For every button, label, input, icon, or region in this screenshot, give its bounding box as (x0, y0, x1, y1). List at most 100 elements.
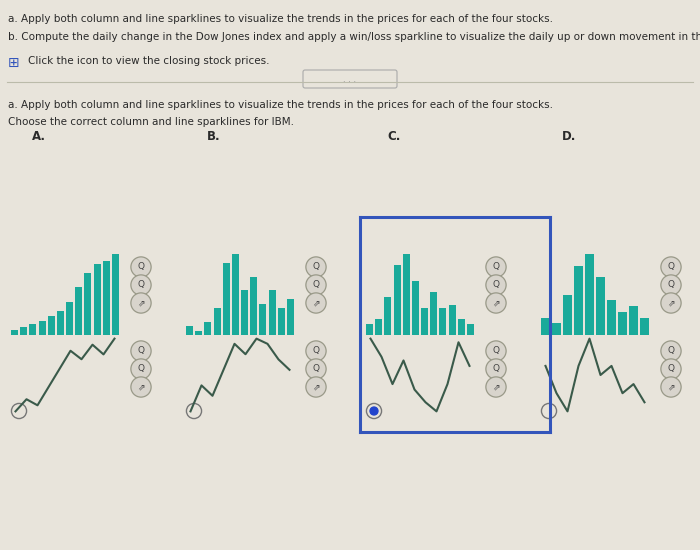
Bar (186, 326, 193, 335)
Bar (393, 265, 400, 335)
Bar (467, 324, 474, 335)
Bar (430, 292, 438, 335)
Bar (412, 281, 419, 335)
Circle shape (486, 359, 506, 379)
Text: Q: Q (137, 365, 144, 373)
Text: Q: Q (137, 346, 144, 355)
Text: C.: C. (387, 130, 400, 143)
Bar (11, 330, 18, 335)
Bar (384, 297, 391, 335)
Bar (449, 305, 456, 335)
Text: ⇗: ⇗ (667, 382, 675, 392)
Bar (214, 308, 220, 335)
Text: . . .: . . . (344, 74, 356, 84)
Bar (564, 294, 572, 335)
Bar (541, 318, 550, 335)
Bar (287, 299, 294, 335)
Circle shape (131, 275, 151, 295)
Circle shape (486, 257, 506, 277)
Circle shape (486, 293, 506, 313)
Bar (366, 324, 373, 335)
Circle shape (306, 377, 326, 397)
Text: ⇗: ⇗ (492, 382, 500, 392)
Bar (251, 277, 257, 335)
Circle shape (661, 293, 681, 313)
Text: Q: Q (493, 365, 500, 373)
Bar (232, 254, 239, 335)
Circle shape (306, 341, 326, 361)
Circle shape (306, 293, 326, 313)
Bar (103, 261, 110, 335)
Text: B.: B. (207, 130, 220, 143)
Bar (260, 304, 267, 335)
Text: ⇗: ⇗ (312, 382, 320, 392)
Text: Q: Q (668, 280, 675, 289)
Text: Q: Q (312, 365, 319, 373)
Bar (458, 319, 465, 335)
Bar (608, 300, 615, 335)
Text: Q: Q (668, 346, 675, 355)
Circle shape (131, 341, 151, 361)
Text: Q: Q (493, 262, 500, 272)
Circle shape (661, 275, 681, 295)
Text: Q: Q (137, 262, 144, 272)
Circle shape (306, 275, 326, 295)
Circle shape (306, 359, 326, 379)
Bar (269, 290, 276, 335)
Bar (66, 301, 73, 335)
Bar (552, 323, 561, 335)
Circle shape (306, 257, 326, 277)
Bar (402, 254, 409, 335)
Bar (195, 331, 202, 335)
Circle shape (486, 341, 506, 361)
Circle shape (370, 407, 378, 415)
Circle shape (131, 293, 151, 313)
Bar (440, 308, 447, 335)
Text: Q: Q (668, 365, 675, 373)
Bar (278, 308, 285, 335)
Bar (375, 319, 382, 335)
Circle shape (661, 377, 681, 397)
Text: D.: D. (562, 130, 576, 143)
Circle shape (661, 359, 681, 379)
Bar (76, 288, 82, 335)
Bar (57, 311, 64, 335)
Text: Q: Q (668, 262, 675, 272)
Text: Q: Q (493, 280, 500, 289)
Bar (20, 327, 27, 335)
Bar (585, 254, 594, 335)
Text: a. Apply both column and line sparklines to visualize the trends in the prices f: a. Apply both column and line sparklines… (8, 14, 553, 24)
Bar (48, 316, 55, 335)
Circle shape (131, 257, 151, 277)
Bar (640, 318, 649, 335)
Text: ⇗: ⇗ (137, 299, 145, 307)
Circle shape (486, 377, 506, 397)
Text: ⇗: ⇗ (492, 299, 500, 307)
Bar (421, 308, 428, 335)
Text: ⇗: ⇗ (137, 382, 145, 392)
Bar (38, 321, 46, 335)
Bar (618, 312, 626, 335)
Bar (575, 266, 582, 335)
Bar (596, 277, 605, 335)
Bar (29, 323, 36, 335)
Text: b. Compute the daily change in the Dow Jones index and apply a win/loss sparklin: b. Compute the daily change in the Dow J… (8, 32, 700, 42)
Text: Q: Q (312, 346, 319, 355)
Bar (223, 263, 230, 335)
Bar (112, 254, 119, 335)
Circle shape (661, 341, 681, 361)
Text: Choose the correct column and line sparklines for IBM.: Choose the correct column and line spark… (8, 117, 294, 127)
Text: ⊞: ⊞ (8, 56, 20, 70)
Bar (85, 273, 92, 335)
Bar (204, 322, 211, 335)
Circle shape (131, 359, 151, 379)
Circle shape (131, 377, 151, 397)
Text: Click the icon to view the closing stock prices.: Click the icon to view the closing stock… (28, 56, 270, 66)
Bar (94, 263, 101, 335)
Circle shape (486, 275, 506, 295)
Bar (241, 290, 248, 335)
Text: Q: Q (137, 280, 144, 289)
Text: ⇗: ⇗ (667, 299, 675, 307)
Text: Q: Q (312, 280, 319, 289)
Text: A.: A. (32, 130, 46, 143)
